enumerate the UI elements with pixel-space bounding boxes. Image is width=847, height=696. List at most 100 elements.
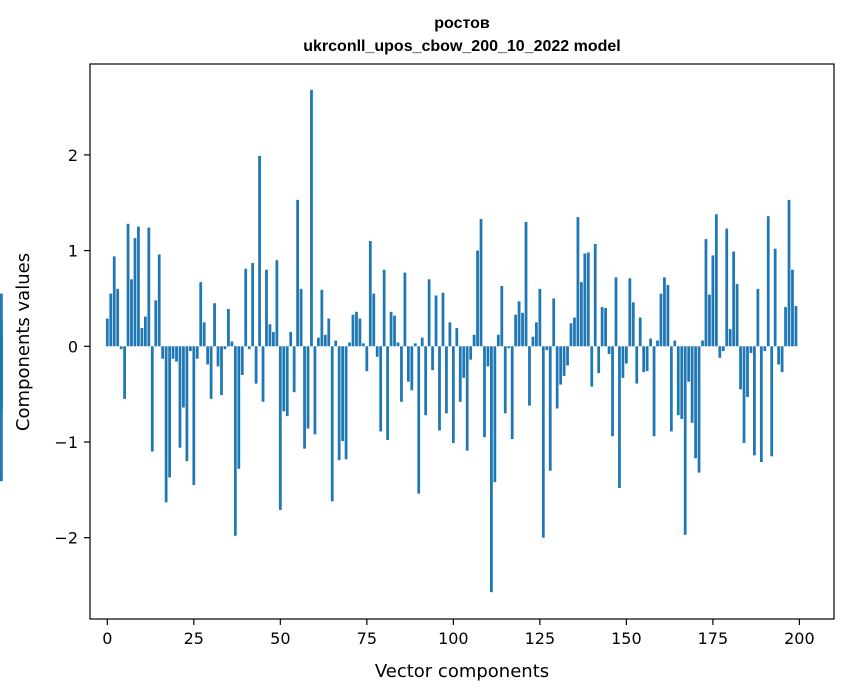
bar [299, 288, 303, 347]
bar [500, 286, 504, 347]
bar [607, 346, 611, 354]
bar [195, 346, 199, 359]
bar [216, 346, 220, 367]
bar [306, 346, 310, 429]
y-tick-label: 1 [68, 242, 78, 261]
bar [348, 342, 351, 347]
x-tick-label: 150 [611, 629, 642, 648]
x-tick-label: 100 [438, 629, 469, 648]
bar [791, 269, 794, 347]
bar [573, 317, 576, 347]
bar [133, 238, 137, 347]
bar [130, 279, 133, 347]
bar [635, 346, 639, 384]
bar [621, 346, 625, 378]
chart-subtitle: ukrconll_upos_cbow_200_10_2022 model [303, 38, 620, 55]
bar [728, 329, 732, 347]
bar [355, 311, 358, 347]
x-tick-label: 75 [357, 629, 377, 648]
bar [490, 346, 493, 593]
bar [590, 346, 594, 387]
bar [341, 346, 344, 442]
bar [739, 346, 742, 390]
bar [531, 336, 535, 347]
bar [237, 346, 241, 469]
bar [638, 317, 642, 347]
bar [659, 293, 663, 347]
bar [725, 228, 729, 347]
bar [770, 346, 774, 457]
chart-title: ростов [434, 15, 490, 32]
bar [569, 323, 573, 347]
bar [389, 311, 393, 347]
bar [227, 308, 230, 347]
bar [140, 328, 144, 347]
bar [289, 331, 293, 347]
plot-frame [89, 63, 835, 620]
bar [683, 346, 687, 535]
y-axis-label: Components values [13, 253, 34, 431]
bar [694, 346, 697, 459]
bar [365, 346, 369, 372]
bar [555, 346, 559, 409]
axis-ticks: 0 25 50 75 100 125 150 175 200 −2 −1 0 1 2 [54, 146, 814, 648]
bar [334, 340, 338, 347]
bar [462, 346, 466, 378]
bar [175, 346, 178, 362]
bar [628, 278, 632, 347]
bar [258, 155, 261, 347]
bar [182, 346, 185, 408]
bar [330, 346, 334, 502]
bar [780, 346, 784, 373]
bar [535, 322, 538, 347]
bar [631, 302, 635, 347]
bar [223, 346, 227, 350]
x-tick-label: 125 [525, 629, 556, 648]
bar [676, 346, 680, 416]
bar [0, 293, 3, 347]
bar [292, 346, 296, 393]
x-tick-label: 25 [184, 629, 204, 648]
bar [604, 308, 607, 347]
bar [455, 328, 459, 347]
bar [476, 250, 479, 347]
bar [496, 334, 500, 347]
bar [247, 346, 251, 350]
bar [742, 346, 746, 443]
bar [154, 300, 158, 347]
bar [669, 346, 673, 432]
bar [469, 346, 473, 360]
bar [171, 346, 175, 359]
bar [597, 346, 601, 374]
bar [708, 294, 711, 347]
x-tick-label: 50 [270, 629, 290, 648]
bar [528, 346, 531, 406]
bar [268, 324, 272, 347]
bar [441, 292, 445, 347]
bar [552, 298, 556, 347]
bar [420, 337, 424, 347]
bar [123, 346, 126, 399]
bar [143, 316, 147, 347]
bar [323, 334, 327, 347]
bar [112, 256, 116, 347]
bar [472, 334, 476, 347]
bar [759, 346, 763, 463]
bar [261, 346, 265, 402]
bar [361, 343, 365, 347]
bar [303, 346, 306, 449]
bar [396, 342, 400, 347]
bar [272, 331, 275, 347]
bar [465, 346, 469, 451]
bar [403, 272, 407, 347]
x-tick-label: 175 [698, 629, 729, 648]
bar [410, 346, 414, 391]
bar [697, 346, 701, 473]
bar [663, 277, 666, 347]
bar [735, 284, 739, 347]
bar [479, 219, 483, 347]
bar [524, 221, 528, 347]
bar [0, 331, 3, 347]
bar [147, 227, 151, 347]
bar [109, 293, 113, 347]
